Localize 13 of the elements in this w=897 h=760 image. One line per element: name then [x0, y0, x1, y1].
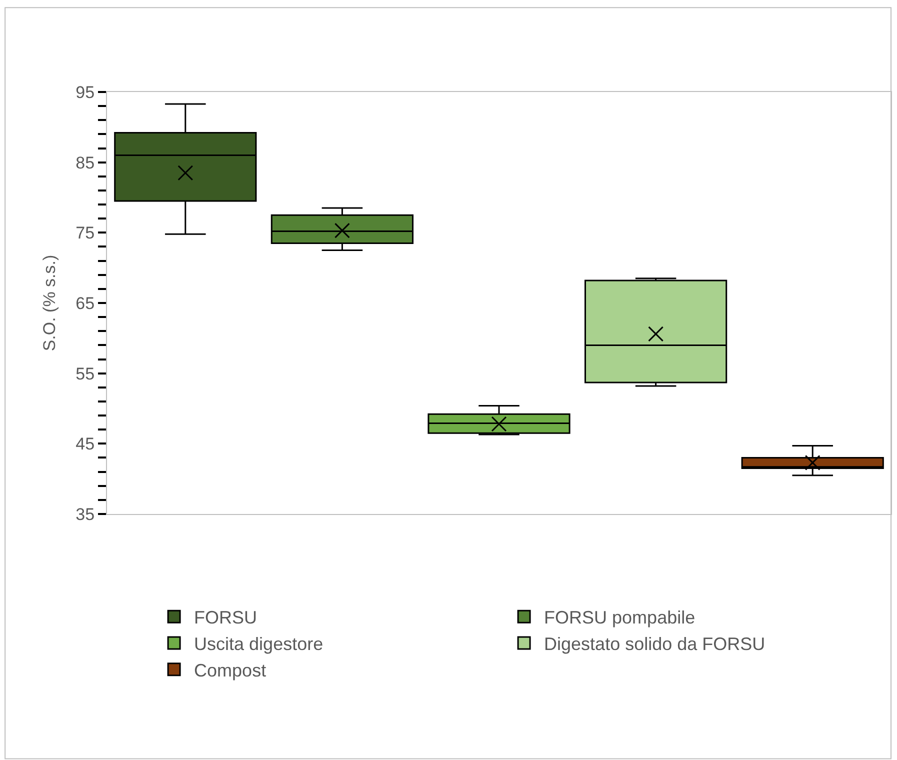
y-axis-title: S.O. (% s.s.): [40, 254, 60, 352]
y-tick-label: 45: [76, 434, 95, 454]
y-tick-label: 95: [76, 82, 95, 102]
y-tick-label: 85: [76, 153, 95, 172]
legend-label: Digestato solido da FORSU: [544, 634, 766, 654]
legend-label: FORSU: [194, 608, 258, 628]
y-tick-label: 75: [76, 224, 95, 243]
y-tick-label: 35: [76, 504, 95, 524]
legend-label: Uscita digestore: [194, 634, 324, 654]
y-tick-label: 65: [76, 294, 95, 313]
y-tick-label: 55: [76, 364, 95, 384]
legend-label: Compost: [194, 660, 266, 680]
legend-label: FORSU pompabile: [544, 608, 696, 628]
